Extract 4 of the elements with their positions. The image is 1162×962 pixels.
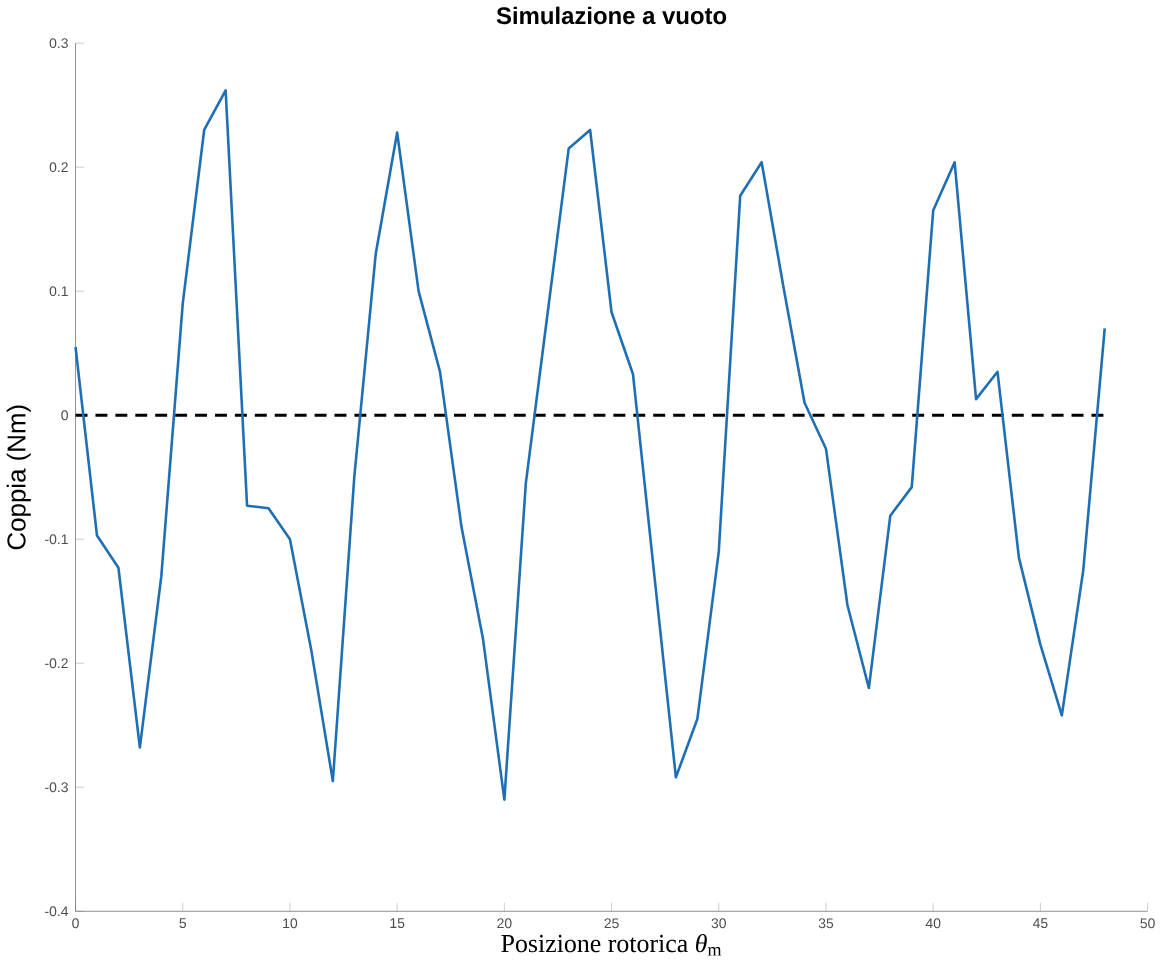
chart-title: Simulazione a vuoto [496,6,727,25]
y-axis-title: Coppia (Nm) [6,405,31,550]
x-axis-title: Posizione rotorica θ$_{m}$ [501,933,722,956]
line-series [74,88,1107,801]
